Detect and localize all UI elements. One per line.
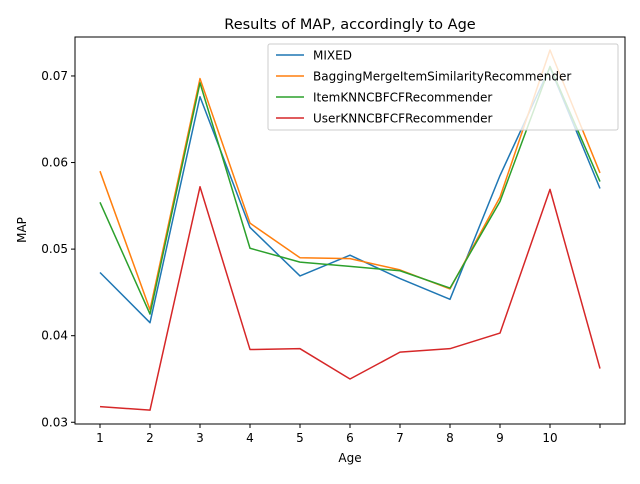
- x-tick-label: 9: [496, 431, 504, 445]
- x-axis: 1 2 3 4 5 6 7 8 9 10: [96, 424, 601, 445]
- series-line-itemknncbfcfrecommender: [99, 65, 601, 315]
- x-tick-label: 3: [196, 431, 204, 445]
- legend-label: MIXED: [313, 49, 352, 63]
- series-line-baggingmergeitemsimilarityrecommender: [99, 49, 601, 311]
- y-tick-label: 0.03: [41, 415, 68, 429]
- y-tick-label: 0.04: [41, 329, 68, 343]
- legend-label: ItemKNNCBFCFRecommender: [313, 91, 492, 105]
- x-tick-label: 4: [246, 431, 254, 445]
- x-axis-label: Age: [338, 451, 361, 465]
- y-axis: 0.03 0.04 0.05 0.06 0.07: [41, 69, 75, 429]
- x-tick-label: 8: [446, 431, 454, 445]
- x-tick-label: 1: [96, 431, 104, 445]
- series-line-userknncbfcfrecommender: [99, 186, 601, 411]
- x-tick-label: 10: [542, 431, 557, 445]
- x-tick-label: 5: [296, 431, 304, 445]
- y-tick-label: 0.06: [41, 156, 68, 170]
- legend-frame: [267, 43, 619, 131]
- x-tick-label: 7: [396, 431, 404, 445]
- legend: MIXED BaggingMergeItemSimilarityRecommend…: [267, 43, 619, 131]
- x-tick-label: 2: [146, 431, 154, 445]
- series-line-mixed: [99, 66, 601, 324]
- y-axis-label: MAP: [15, 217, 29, 243]
- chart-title: Results of MAP, accordingly to Age: [224, 17, 475, 33]
- y-tick-label: 0.05: [41, 242, 68, 256]
- y-tick-label: 0.07: [41, 69, 68, 83]
- legend-items: MIXED BaggingMergeItemSimilarityRecommend…: [276, 49, 571, 126]
- legend-label: UserKNNCBFCFRecommender: [313, 112, 492, 126]
- plot-area: [74, 36, 626, 425]
- x-tick-label: 6: [346, 431, 354, 445]
- legend-label: BaggingMergeItemSimilarityRecommender: [313, 70, 571, 84]
- series-lines: [99, 49, 601, 411]
